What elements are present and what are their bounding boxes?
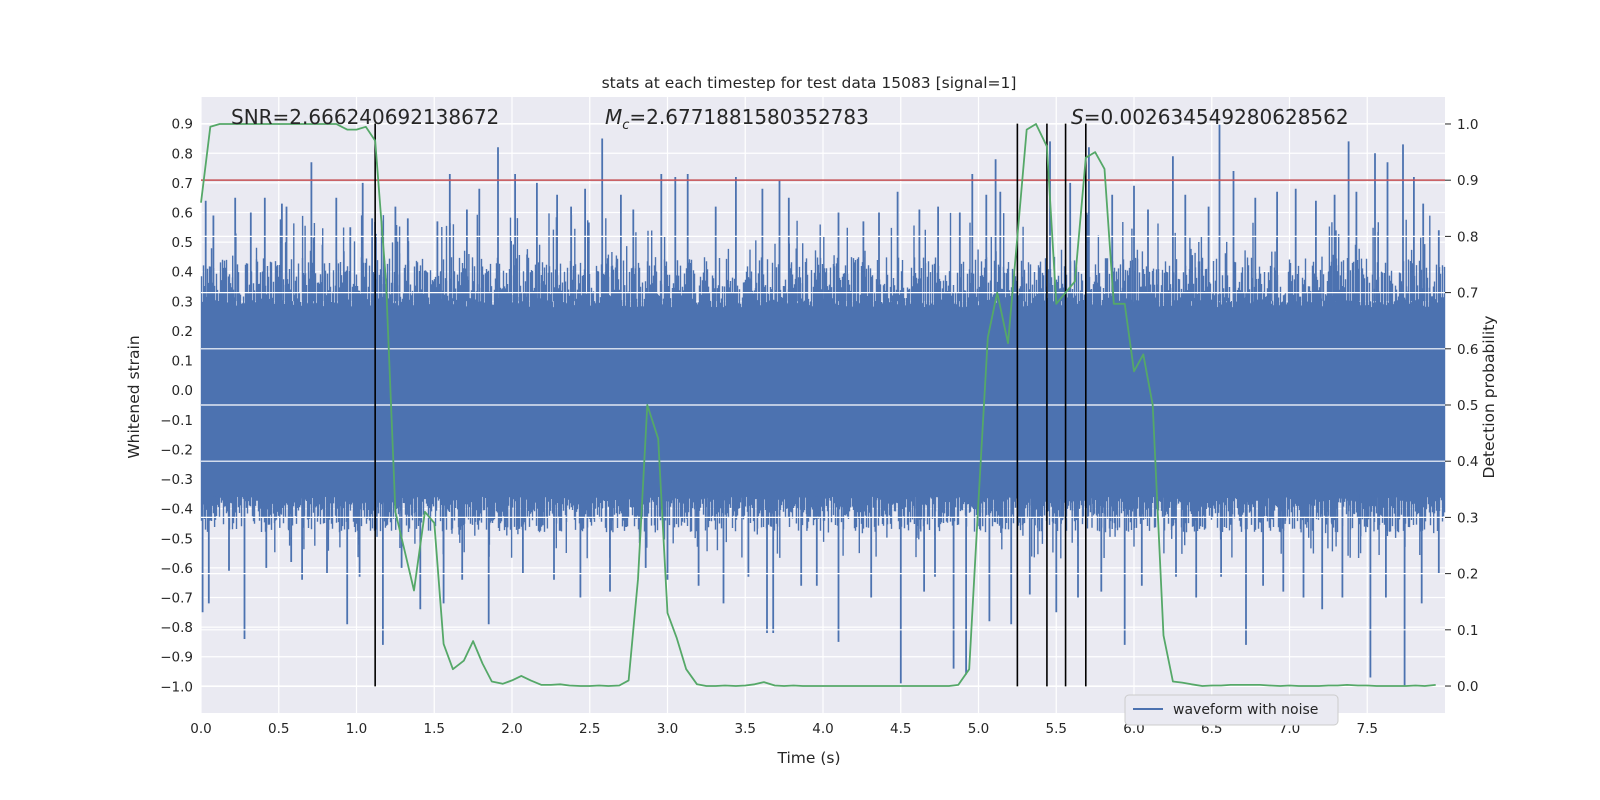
s-value: =0.0026345492806285​62: [1084, 105, 1349, 129]
y-left-tick-label: −0.7: [160, 591, 193, 607]
waveform-texture: [210, 212, 1435, 559]
left-axis-ticks: 0.9 0.8 0.7 0.6 0.5 0.4 0.3 0.2 0.1 0.0 −0.1 −0.2 −0…: [160, 117, 193, 696]
y-left-tick-label: −1.0: [160, 679, 193, 695]
x-tick-label: 4.0: [812, 721, 833, 737]
y-axis-left-label: Whitened strain: [125, 335, 143, 458]
y-left-tick-label: −0.8: [160, 620, 193, 636]
y-right-tick-label: 0.5: [1457, 398, 1478, 414]
y-left-tick-label: −0.1: [160, 413, 193, 429]
y-left-tick-label: 0.8: [172, 146, 193, 162]
y-left-tick-label: −0.9: [160, 650, 193, 666]
waveform-core: [201, 307, 1445, 497]
x-axis-ticks: 0.0 0.5 1.0 1.5 2.0 2.5 3.0 3.5 4.0 4.5 5.0 5.5 6.0 6…: [190, 721, 1378, 737]
x-tick-label: 3.5: [735, 721, 756, 737]
x-tick-label: 4.5: [890, 721, 911, 737]
legend-box: [1124, 694, 1339, 726]
chirp-mass-subscript: c: [622, 118, 629, 133]
y-left-tick-label: 0.4: [172, 265, 193, 281]
y-left-tick-label: 0.7: [172, 176, 193, 192]
chirp-mass-annotation: Mc=2.6771881580352783: [605, 105, 869, 133]
y-right-tick-label: 0.3: [1457, 510, 1478, 526]
s-symbol: S: [1071, 105, 1084, 129]
y-right-tick-label: 0.2: [1457, 567, 1478, 583]
y-left-tick-label: 0.0: [172, 383, 193, 399]
y-left-tick-label: −0.3: [160, 472, 193, 488]
y-right-tick-label: 0.1: [1457, 623, 1478, 639]
chirp-mass-value: =2.6771881580352783: [629, 105, 868, 129]
x-tick-label: 1.5: [424, 721, 445, 737]
x-tick-label: 2.5: [579, 721, 600, 737]
chart-title: stats at each timestep for test data 150…: [602, 74, 1017, 92]
y-left-tick-label: 0.5: [172, 235, 193, 251]
y-right-tick-label: 0.4: [1457, 454, 1478, 470]
waveform-with-noise-series: [200, 123, 1446, 687]
y-left-tick-label: −0.6: [160, 561, 193, 577]
x-tick-label: 2.0: [501, 721, 522, 737]
x-tick-label: 1.0: [346, 721, 367, 737]
y-left-tick-label: −0.5: [160, 531, 193, 547]
y-left-tick-label: 0.3: [172, 294, 193, 310]
y-left-tick-label: 0.9: [172, 117, 193, 133]
y-left-tick-label: 0.1: [172, 354, 193, 370]
y-left-tick-label: −0.4: [160, 502, 193, 518]
y-right-tick-label: 0.7: [1457, 286, 1478, 302]
x-tick-label: 7.5: [1357, 721, 1378, 737]
legend-waveform-label: waveform with noise: [1173, 702, 1318, 718]
x-tick-label: 5.0: [968, 721, 989, 737]
x-axis-label: Time (s): [776, 749, 840, 767]
y-right-tick-label: 0.8: [1457, 229, 1478, 245]
snr-annotation: SNR=2.666240692138672: [231, 105, 499, 129]
y-right-tick-label: 0.0: [1457, 679, 1478, 695]
y-right-tick-label: 0.6: [1457, 342, 1478, 358]
detection-probability-line: [200, 123, 1436, 687]
y-axis-right-label: Detection probability: [1480, 316, 1498, 479]
legend: waveform with noise: [1124, 694, 1339, 726]
vertical-markers: [374, 123, 1087, 687]
y-left-tick-label: 0.2: [172, 324, 193, 340]
s-annotation: S=0.0026345492806285​62: [1071, 105, 1349, 129]
y-right-tick-label: 0.9: [1457, 173, 1478, 189]
y-left-tick-label: −0.2: [160, 442, 193, 458]
y-right-tick-label: 1.0: [1457, 117, 1478, 133]
detection-probability-layer: [200, 123, 1436, 687]
x-tick-label: 0.0: [190, 721, 211, 737]
chirp-mass-symbol: M: [605, 105, 622, 129]
x-tick-label: 0.5: [268, 721, 289, 737]
right-axis-ticks: 1.0 0.9 0.8 0.7 0.6 0.5 0.4 0.3 0.2 0.1 0.0: [1445, 117, 1478, 695]
y-left-tick-label: 0.6: [172, 206, 193, 222]
x-tick-label: 5.5: [1046, 721, 1067, 737]
x-tick-label: 3.0: [657, 721, 678, 737]
